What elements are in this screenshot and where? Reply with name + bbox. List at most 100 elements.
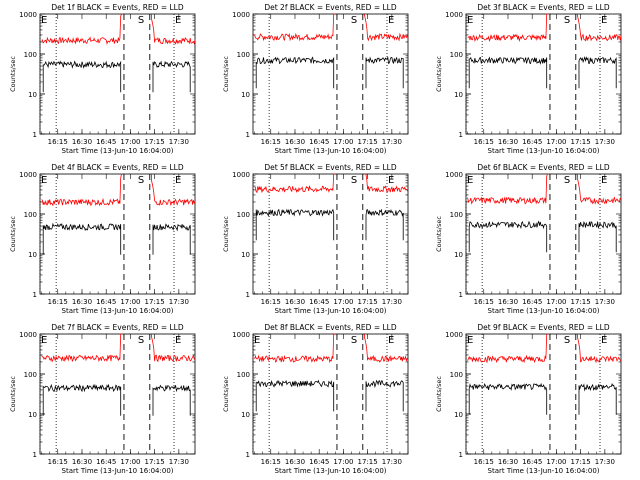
panel-title: Det 9f BLACK = Events, RED = LLD [477, 323, 610, 332]
y-tick-label: 100 [450, 371, 463, 379]
y-tick-label: 10 [454, 251, 463, 259]
x-tick-label: 17:00 [333, 458, 353, 466]
y-axis-label: Counts/sec [222, 376, 230, 412]
y-tick-label: 10 [454, 411, 463, 419]
y-tick-label: 1000 [445, 171, 463, 179]
y-tick-label: 1000 [19, 11, 37, 19]
x-axis-label: Start Time (13-Jun-10 16:04:00) [62, 147, 174, 155]
y-tick-label: 1 [459, 131, 463, 139]
detector-panel: Det 9f BLACK = Events, RED = LLD 1 10 100 10… [435, 323, 622, 475]
x-tick-label: 17:15 [358, 458, 378, 466]
lld-trace [467, 333, 549, 364]
detector-panel: Det 3f BLACK = Events, RED = LLD 1 10 100 10… [435, 3, 622, 155]
plot-frame [465, 13, 622, 135]
lld-trace [151, 174, 196, 206]
x-tick-label: 16:15 [474, 138, 494, 146]
y-tick-label: 100 [24, 371, 37, 379]
detector-panel: Det 7f BLACK = Events, RED = LLD 1 10 100 10… [9, 323, 196, 475]
events-trace [578, 383, 617, 415]
x-axis-label: Start Time (13-Jun-10 16:04:00) [488, 147, 600, 155]
event-marker-label: E [601, 335, 607, 346]
event-marker-label: S [138, 15, 144, 26]
event-marker-label: E [467, 15, 473, 26]
y-tick-label: 100 [450, 211, 463, 219]
y-axis-label: Counts/sec [9, 376, 17, 412]
lld-trace [364, 334, 409, 363]
x-tick-label: 16:45 [309, 138, 329, 146]
x-tick-label: 17:00 [546, 298, 566, 306]
event-marker-label: E [388, 335, 394, 346]
events-trace [255, 208, 335, 241]
panel-title: Det 6f BLACK = Events, RED = LLD [477, 163, 610, 172]
lld-trace [41, 13, 123, 45]
events-trace [578, 221, 617, 253]
x-tick-label: 16:45 [309, 298, 329, 306]
y-tick-label: 1 [459, 291, 463, 299]
panel-title: Det 1f BLACK = Events, RED = LLD [51, 3, 184, 12]
event-marker-label: E [388, 175, 394, 186]
x-tick-label: 17:00 [120, 298, 140, 306]
lld-trace [254, 333, 336, 364]
x-tick-label: 17:15 [571, 138, 591, 146]
detector-panel: Det 2f BLACK = Events, RED = LLD 1 10 100 10… [222, 3, 409, 155]
detector-panel: Det 1f BLACK = Events, RED = LLD 1 10 100 10… [9, 3, 196, 155]
panel-title: Det 8f BLACK = Events, RED = LLD [264, 323, 397, 332]
x-tick-label: 16:15 [261, 298, 281, 306]
y-tick-label: 1000 [445, 11, 463, 19]
events-trace [468, 382, 548, 415]
events-trace [468, 56, 548, 89]
y-tick-label: 1000 [19, 331, 37, 339]
panel-title: Det 2f BLACK = Events, RED = LLD [264, 3, 397, 12]
y-axis-label: Counts/sec [435, 216, 443, 252]
y-tick-label: 1000 [445, 331, 463, 339]
lld-trace [364, 14, 409, 42]
plot-frame [252, 333, 409, 455]
events-trace [152, 60, 191, 93]
y-tick-label: 1 [459, 451, 463, 459]
x-tick-label: 17:00 [120, 458, 140, 466]
event-marker-label: E [175, 15, 181, 26]
y-axis-label: Counts/sec [9, 56, 17, 92]
y-axis-label: Counts/sec [435, 56, 443, 92]
x-tick-label: 16:45 [522, 458, 542, 466]
lld-trace [41, 333, 123, 363]
event-marker-label: S [351, 335, 357, 346]
y-tick-label: 1000 [232, 331, 250, 339]
event-marker-label: E [41, 175, 47, 186]
y-tick-label: 1 [33, 451, 37, 459]
x-tick-label: 17:00 [546, 138, 566, 146]
lld-trace [151, 14, 196, 45]
y-tick-label: 1000 [232, 11, 250, 19]
x-tick-label: 16:30 [285, 138, 305, 146]
lld-trace [467, 13, 549, 43]
plot-frame [39, 333, 196, 455]
event-marker-label: E [41, 335, 47, 346]
event-marker-label: E [388, 15, 394, 26]
x-tick-label: 16:15 [474, 458, 494, 466]
x-tick-label: 16:30 [285, 298, 305, 306]
y-tick-label: 10 [241, 411, 250, 419]
x-tick-label: 16:45 [522, 298, 542, 306]
events-trace [42, 383, 122, 416]
y-tick-label: 1000 [232, 171, 250, 179]
events-trace [365, 379, 404, 412]
event-marker-label: S [564, 175, 570, 186]
event-marker-label: S [564, 15, 570, 26]
lld-trace [467, 173, 549, 205]
x-tick-label: 17:30 [595, 298, 615, 306]
events-trace [365, 56, 404, 89]
x-tick-label: 16:30 [72, 458, 92, 466]
x-tick-label: 17:30 [595, 458, 615, 466]
x-tick-label: 17:30 [169, 298, 189, 306]
panel-title: Det 5f BLACK = Events, RED = LLD [264, 163, 397, 172]
y-tick-label: 10 [28, 91, 37, 99]
detector-panel: Det 8f BLACK = Events, RED = LLD 1 10 100 10… [222, 323, 409, 475]
detector-panel: Det 5f BLACK = Events, RED = LLD 1 10 100 10… [222, 163, 409, 315]
x-tick-label: 16:30 [285, 458, 305, 466]
events-trace [42, 60, 122, 93]
event-marker-label: E [601, 15, 607, 26]
x-axis-label: Start Time (13-Jun-10 16:04:00) [275, 147, 387, 155]
panel-title: Det 4f BLACK = Events, RED = LLD [51, 163, 184, 172]
x-axis-label: Start Time (13-Jun-10 16:04:00) [62, 467, 174, 475]
